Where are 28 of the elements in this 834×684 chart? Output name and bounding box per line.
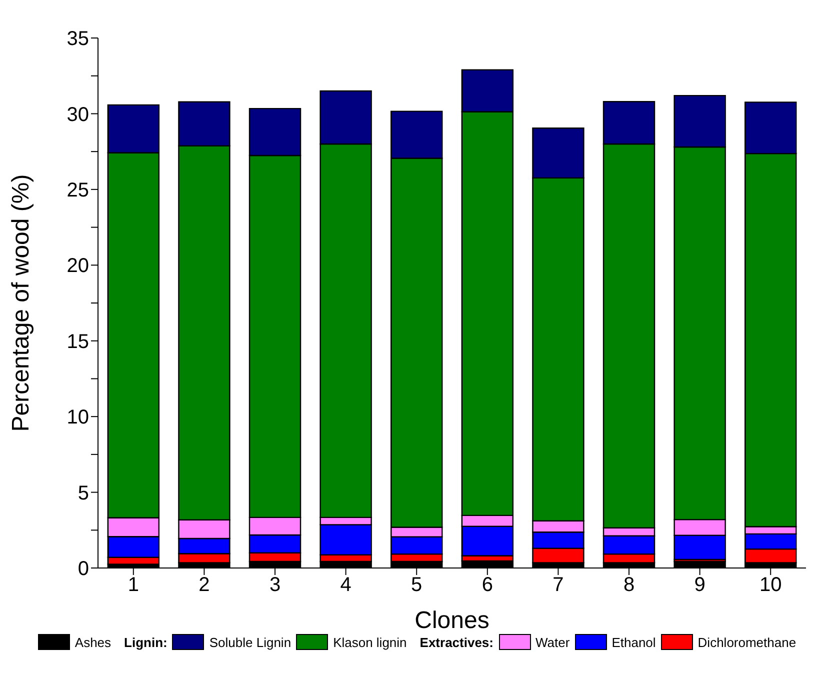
legend-label: Klason lignin [333,634,407,650]
y-tick-label: 20 [66,255,89,278]
text: Lignin: [124,634,168,650]
x-tick-label: 7 [552,574,564,596]
x-tick-label: 6 [482,574,493,596]
x-tick-label: 2 [198,574,210,596]
y-tick-label: 25 [66,180,89,202]
x-tick-label: 9 [694,574,706,596]
y-tick-label: 35 [66,28,89,50]
x-tick-label: 5 [411,574,422,596]
legend-label: Soluble Lignin [209,634,292,650]
x-tick-label: 10 [759,574,782,596]
y-tick-label: 5 [78,482,89,504]
legend-label: Ashes [74,634,112,650]
x-tick-label: 8 [623,574,635,596]
y-tick-label: 0 [78,558,89,580]
x-tick-label: 4 [340,574,352,596]
legend-label: Dichloromethane [698,634,796,650]
text: Extractives: [420,634,494,650]
y-tick-label: 15 [66,330,89,353]
legend-label: Ethanol [612,634,656,650]
y-axis-title: Percentage of wood (%) [8,174,35,432]
legend-label: Water [536,634,570,650]
y-tick-label: 10 [66,406,89,429]
x-tick-label: 3 [269,574,281,596]
y-tick-label: 30 [66,104,89,126]
x-axis-title: Clones [414,607,490,634]
x-tick-label: 1 [128,574,139,596]
